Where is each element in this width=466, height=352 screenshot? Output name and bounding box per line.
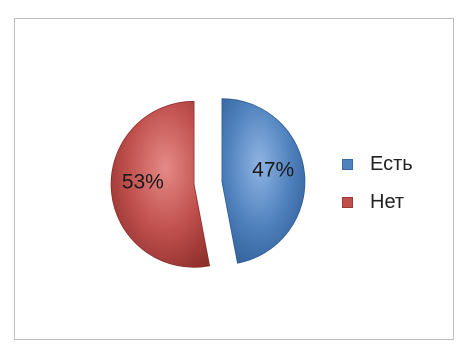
pie-label-net: 53% [122,171,164,194]
legend-label-net: Нет [370,191,405,213]
legend-item-est: Есть [342,152,413,176]
legend-swatch-est [342,158,353,170]
legend-swatch-net [342,196,353,208]
legend: Есть Нет [342,152,413,228]
legend-item-net: Нет [342,190,413,214]
legend-label-est: Есть [370,153,413,175]
pie-slice-est [221,98,306,264]
pie-label-est: 47% [252,158,294,181]
pie-slice-net [110,100,211,268]
